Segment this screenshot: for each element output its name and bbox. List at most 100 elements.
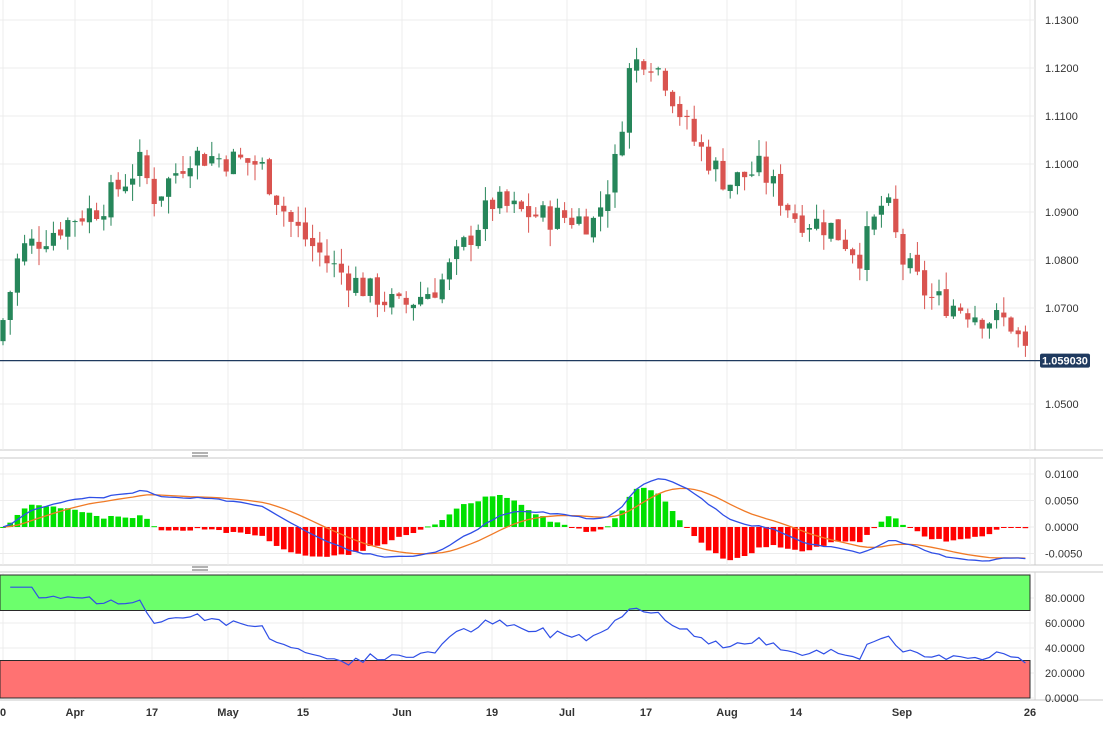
macd-histogram-bar	[72, 509, 78, 527]
candle-body	[302, 222, 308, 240]
candle-body	[50, 232, 56, 246]
macd-y-tick: 0.0100	[1045, 469, 1079, 481]
candle-body	[425, 294, 431, 299]
macd-histogram-bar	[381, 527, 388, 545]
candle-body	[619, 131, 625, 156]
x-tick: 0	[0, 707, 6, 719]
price-y-tick: 1.1300	[1045, 15, 1079, 27]
macd-histogram-bar	[857, 527, 863, 543]
candle-body	[266, 159, 272, 195]
candle-body	[274, 195, 280, 205]
candle-body	[576, 216, 582, 224]
candle-body	[382, 301, 388, 306]
candle-body	[986, 323, 992, 329]
macd-histogram-bar	[252, 527, 258, 536]
macd-histogram-bar	[504, 497, 510, 527]
rsi-y-tick: 20.0000	[1045, 668, 1085, 680]
macd-histogram-bar	[929, 527, 935, 540]
price-panel-resize-handle[interactable]	[192, 452, 208, 457]
macd-histogram-bar	[237, 527, 244, 533]
macd-histogram-bar	[914, 527, 921, 532]
macd-histogram-bar	[353, 527, 359, 552]
macd-histogram-bar	[677, 520, 683, 527]
candle-body	[677, 103, 683, 118]
macd-histogram-bar	[50, 506, 57, 527]
candle-body	[353, 277, 359, 293]
macd-signal-line	[2, 487, 1026, 559]
candle-body	[612, 153, 618, 193]
macd-histogram-bar	[605, 526, 611, 528]
macd-histogram-bar	[14, 514, 21, 527]
candle-body	[259, 161, 265, 164]
rsi-line	[10, 586, 1026, 666]
candle-body	[727, 184, 733, 191]
macd-histogram-bar	[489, 496, 496, 527]
candle-body	[346, 273, 352, 291]
candle-body	[1008, 317, 1014, 332]
macd-histogram-bar	[482, 496, 489, 527]
candle-body	[115, 179, 121, 190]
macd-histogram-bar	[230, 527, 237, 532]
rsi-y-tick: 0.0000	[1045, 693, 1079, 705]
macd-histogram-bar	[950, 527, 957, 541]
candle-body	[482, 200, 488, 230]
candle-body	[785, 204, 791, 211]
macd-histogram-bar	[389, 527, 395, 541]
macd-histogram-bar	[396, 527, 402, 537]
macd-histogram-bar	[921, 527, 928, 537]
candle-body	[821, 222, 827, 236]
candle-body	[7, 292, 13, 320]
macd-histogram-bar	[864, 527, 870, 535]
macd-histogram-bar	[763, 527, 769, 548]
macd-histogram-bar	[633, 488, 640, 527]
candle-body	[216, 158, 222, 160]
macd-histogram-bar	[374, 527, 381, 546]
macd-histogram-bar	[936, 527, 942, 539]
candle-body	[14, 258, 20, 293]
price-y-tick: 1.0900	[1045, 207, 1079, 219]
macd-histogram-bar	[187, 527, 193, 531]
macd-histogram-bar	[813, 527, 820, 547]
macd-histogram-bar	[979, 527, 985, 537]
candle-body	[1015, 330, 1021, 335]
candle-body	[151, 178, 157, 205]
macd-histogram-bar	[770, 527, 777, 546]
candle-body	[878, 205, 884, 215]
candle-body	[475, 229, 481, 247]
macd-histogram-bar	[641, 487, 647, 527]
macd-histogram-bar	[403, 527, 409, 536]
candle-body	[778, 173, 784, 206]
macd-histogram-bar	[734, 527, 741, 558]
x-tick: 26	[1024, 707, 1036, 719]
macd-histogram-bar	[57, 508, 64, 527]
candle-body	[1022, 331, 1028, 346]
candle-body	[166, 178, 172, 197]
candle-body	[864, 226, 870, 270]
macd-histogram-bar	[21, 508, 28, 527]
macd-histogram-bar	[144, 518, 150, 527]
candle-body	[648, 71, 654, 73]
candle-body	[367, 278, 373, 296]
candle-body	[29, 238, 35, 246]
macd-histogram-bar	[907, 527, 913, 528]
price-y-tick: 1.1100	[1045, 111, 1078, 123]
candle-body	[814, 218, 820, 229]
x-tick: 15	[297, 707, 309, 719]
macd-histogram-bar	[65, 508, 71, 527]
candle-body	[749, 174, 755, 176]
macd-histogram-bar	[201, 527, 208, 530]
macd-histogram-bar	[727, 527, 733, 561]
rsi-overbought-zone	[0, 574, 1031, 611]
candle-body	[792, 213, 798, 219]
macd-histogram-bar	[29, 504, 35, 527]
candle-body	[763, 156, 769, 183]
candle-body	[86, 208, 92, 223]
candle-body	[670, 91, 676, 107]
x-tick: 14	[790, 707, 803, 719]
macd-panel-resize-handle[interactable]	[192, 566, 208, 571]
macd-histogram-bar	[554, 522, 561, 527]
candle-body	[288, 212, 294, 222]
macd-histogram-bar	[165, 527, 172, 531]
macd-histogram-bar	[273, 527, 280, 546]
candle-body	[626, 68, 632, 133]
